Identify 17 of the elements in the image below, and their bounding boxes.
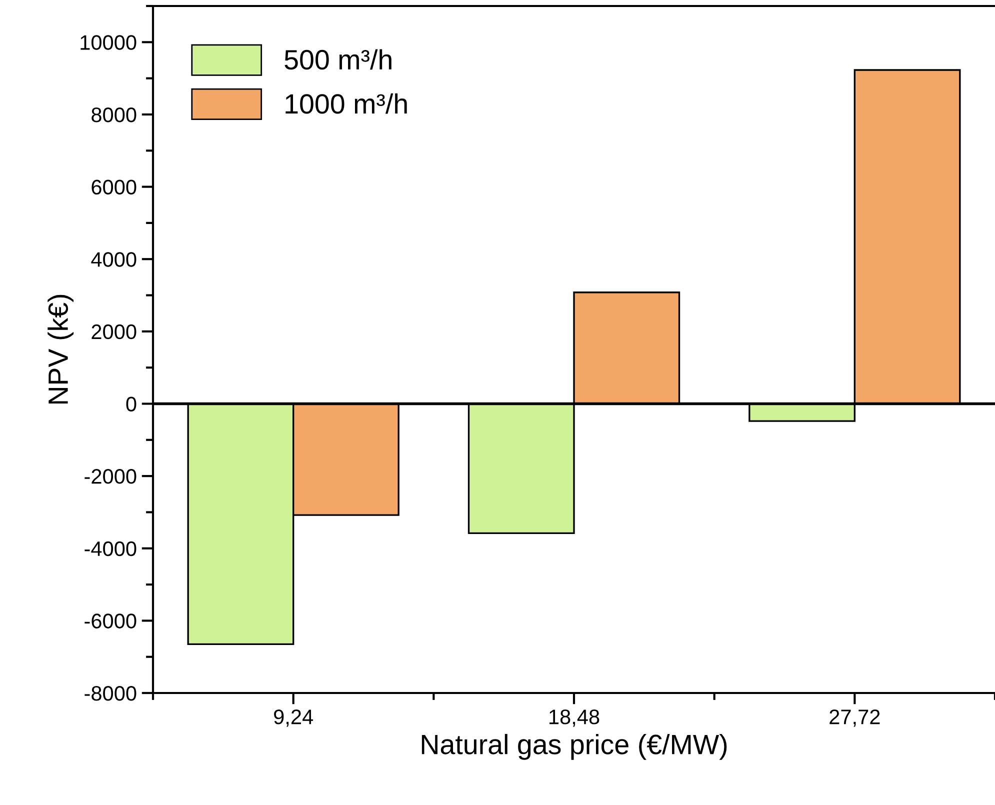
y-tick-label: -8000: [84, 686, 136, 701]
y-tick-label: 8000: [92, 107, 136, 122]
y-axis-title: NPV (k€): [48, 294, 74, 404]
x-tick-label: 18,48: [550, 710, 600, 727]
x-axis-title: Natural gas price (€/MW): [422, 734, 727, 760]
y-tick-label: 10000: [80, 35, 136, 50]
x-tick-label: 9,24: [274, 710, 313, 727]
y-tick-label: -6000: [84, 614, 136, 628]
y-tick-label: -4000: [84, 541, 136, 556]
y-tick-label: 0: [126, 396, 136, 412]
y-tick-label: -2000: [84, 469, 136, 484]
y-tick-label: 6000: [92, 180, 136, 195]
y-tick-label: 4000: [91, 252, 136, 267]
legend-label: 500 m³/h: [284, 49, 392, 70]
legend-label: 1000 m³/h: [286, 93, 407, 114]
y-tick-label: 2000: [92, 324, 136, 340]
x-tick-label: 27,72: [830, 710, 880, 727]
